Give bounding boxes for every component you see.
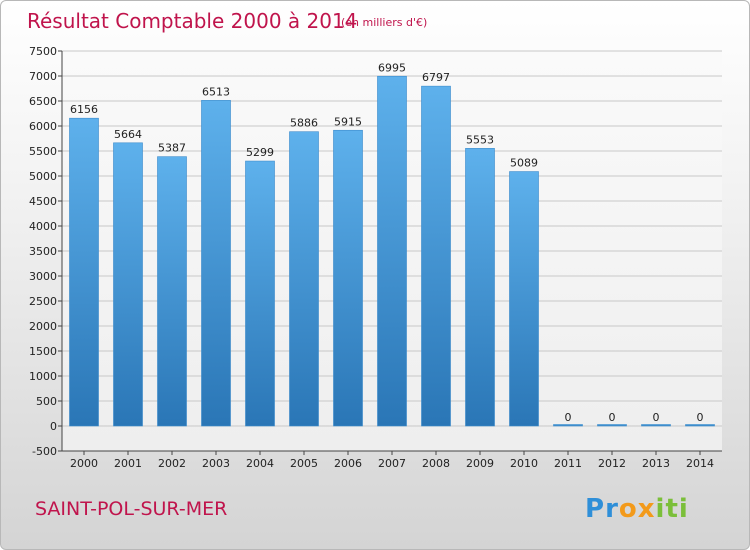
x-tick-label: 2011	[554, 457, 582, 470]
y-tick-label: 1500	[29, 345, 57, 358]
x-tick-label: 2014	[686, 457, 714, 470]
x-tick-label: 2004	[246, 457, 274, 470]
value-label: 0	[653, 411, 660, 424]
chart-subtitle: (en milliers d'€)	[341, 16, 427, 29]
x-tick-label: 2013	[642, 457, 670, 470]
y-tick-label: 0	[50, 420, 57, 433]
value-label: 0	[565, 411, 572, 424]
bar	[465, 148, 495, 427]
y-tick-label: 4000	[29, 220, 57, 233]
bar	[289, 131, 319, 427]
bar	[113, 142, 143, 427]
x-tick-label: 2005	[290, 457, 318, 470]
x-tick-label: 2003	[202, 457, 230, 470]
proxiti-logo: Proxiti	[585, 494, 689, 524]
value-label: 6513	[202, 85, 230, 98]
x-axis: 2000 2001 2002 2003 2004 2005 2006 2007 2008 2009…	[62, 450, 722, 470]
bar	[553, 424, 583, 427]
value-label: 6995	[378, 61, 406, 74]
y-tick-label: 7500	[29, 45, 57, 58]
y-tick-label: 5500	[29, 145, 57, 158]
y-tick-label: 4500	[29, 195, 57, 208]
value-label: 5553	[466, 133, 494, 146]
y-tick-label: 2000	[29, 320, 57, 333]
y-tick-label: 2500	[29, 295, 57, 308]
bar	[597, 424, 627, 427]
y-tick-label: 1000	[29, 370, 57, 383]
value-label: 5299	[246, 146, 274, 159]
bar	[157, 156, 187, 427]
value-label: 6797	[422, 71, 450, 84]
bar	[421, 85, 451, 427]
x-tick-label: 2006	[334, 457, 362, 470]
x-tick-label: 2012	[598, 457, 626, 470]
y-tick-label: 5000	[29, 170, 57, 183]
bar	[377, 75, 407, 427]
value-label: 5886	[290, 117, 318, 130]
y-tick-label: 3000	[29, 270, 57, 283]
x-tick-label: 2002	[158, 457, 186, 470]
bar	[201, 100, 231, 427]
bar	[685, 424, 715, 427]
proxiti-logo-text: Proxiti	[585, 494, 689, 524]
city-name: SAINT-POL-SUR-MER	[35, 498, 227, 520]
x-tick-label: 2001	[114, 457, 142, 470]
y-tick-label: -500	[32, 445, 57, 458]
value-label: 5387	[158, 142, 186, 155]
y-axis: -500 0 500 1000 1500 2000 2500 3000 3500 4000 4500…	[29, 45, 63, 458]
value-labels: 6156 5664 5387 6513 5299 5886 5915 6995 6797 5553…	[70, 61, 704, 424]
bar	[69, 117, 99, 427]
x-tick-label: 2007	[378, 457, 406, 470]
bar	[641, 424, 671, 427]
chart-title: Résultat Comptable 2000 à 2014	[27, 9, 357, 33]
bar	[509, 171, 539, 427]
value-label: 6156	[70, 103, 98, 116]
value-label: 5915	[334, 115, 362, 128]
x-tick-label: 2008	[422, 457, 450, 470]
x-tick-label: 2009	[466, 457, 494, 470]
bar	[333, 129, 363, 427]
value-label: 5089	[510, 157, 538, 170]
value-label: 0	[697, 411, 704, 424]
y-tick-label: 500	[36, 395, 57, 408]
y-tick-label: 3500	[29, 245, 57, 258]
x-tick-label: 2000	[70, 457, 98, 470]
bars	[69, 75, 715, 427]
bar	[245, 160, 275, 427]
value-label: 5664	[114, 128, 142, 141]
value-label: 0	[609, 411, 616, 424]
y-tick-label: 6500	[29, 95, 57, 108]
y-tick-label: 6000	[29, 120, 57, 133]
y-tick-label: 7000	[29, 70, 57, 83]
x-tick-label: 2010	[510, 457, 538, 470]
